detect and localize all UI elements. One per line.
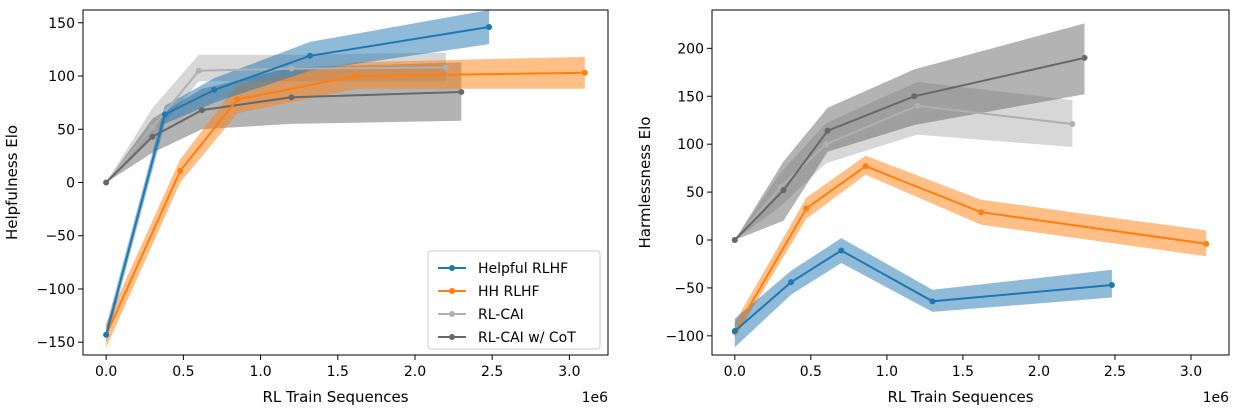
- data-point-rl-cai-w-cot: [198, 107, 205, 114]
- x-axis-offset-label: 1e6: [1203, 390, 1230, 406]
- y-tick-label: 150: [48, 16, 75, 32]
- data-point-hh-rlhf: [234, 96, 241, 103]
- legend-box: [427, 250, 601, 350]
- data-point-hh-rlhf: [862, 163, 869, 170]
- data-point-hh-rlhf: [353, 73, 360, 80]
- x-tick-label: 3.0: [558, 364, 580, 380]
- chart-panel-1: 0.0 0.5 1.0 1.5 2.0 2.5 3.0 −150 −100 −50 0 50 100 15…: [3, 9, 609, 406]
- data-point-helpful-rlhf: [161, 111, 168, 118]
- legend: Helpful RLHF HH RLHF RL-CAI RL-CAI w/ CoT: [427, 250, 601, 350]
- data-point-helpful-rlhf: [306, 52, 313, 59]
- y-tick-label: −150: [37, 335, 75, 351]
- data-point-hh-rlhf: [581, 69, 588, 76]
- data-point-helpful-rlhf: [788, 279, 795, 286]
- data-point-rl-cai: [1069, 121, 1076, 128]
- x-tick-label: 1.5: [327, 364, 349, 380]
- x-tick-label: 3.0: [1180, 364, 1202, 380]
- data-point-helpful-rlhf: [929, 298, 936, 305]
- x-tick-label: 0.0: [95, 364, 117, 380]
- legend-label-hh-rlhf: HH RLHF: [478, 284, 540, 300]
- axes-frame: [711, 9, 1230, 356]
- data-point-rl-cai-w-cot: [1081, 54, 1088, 61]
- y-axis-label: Harmlessness Elo: [636, 117, 654, 249]
- y-tick-label: −50: [45, 229, 75, 245]
- legend-label-helpful-rlhf: Helpful RLHF: [478, 261, 568, 277]
- y-tick-label: 50: [57, 122, 75, 138]
- data-point-rl-cai: [195, 67, 202, 74]
- legend-marker-rl-cai-w-cot: [449, 334, 455, 340]
- confidence-band-rl-cai: [734, 81, 1073, 241]
- data-point-rl-cai: [823, 141, 830, 148]
- x-tick-label: 2.5: [1104, 364, 1126, 380]
- data-point-rl-cai: [288, 65, 295, 72]
- x-tick-label: 1.0: [249, 364, 271, 380]
- y-tick-label: 100: [48, 69, 75, 85]
- y-tick-label: 0: [695, 233, 704, 249]
- data-point-hh-rlhf: [978, 209, 985, 216]
- y-tick-label: 100: [677, 137, 704, 153]
- y-tick-label: −100: [666, 329, 704, 345]
- data-point-hh-rlhf: [803, 205, 810, 212]
- data-point-rl-cai-w-cot: [288, 94, 295, 101]
- y-tick-label: 0: [66, 176, 75, 192]
- y-tick-label: −100: [37, 282, 75, 298]
- data-point-helpful-rlhf: [1108, 282, 1115, 289]
- data-point-hh-rlhf: [1203, 240, 1210, 247]
- data-point-hh-rlhf: [177, 167, 184, 174]
- x-tick-label: 2.0: [404, 364, 426, 380]
- y-tick-label: 150: [677, 89, 704, 105]
- data-point-helpful-rlhf: [838, 247, 845, 254]
- y-tick-label: −50: [674, 281, 704, 297]
- legend-label-rl-cai: RL-CAI: [478, 307, 524, 323]
- chart-panel-2: 0.0 0.5 1.0 1.5 2.0 2.5 3.0 −100 −50 0 50 100 150 200…: [636, 9, 1230, 406]
- x-axis-label: RL Train Sequences: [262, 388, 408, 406]
- data-point-rl-cai-w-cot: [458, 88, 465, 95]
- data-point-rl-cai-w-cot: [780, 187, 787, 194]
- data-point-rl-cai: [914, 102, 921, 109]
- data-point-helpful-rlhf: [103, 331, 110, 338]
- data-point-rl-cai-w-cot: [731, 237, 738, 243]
- data-point-rl-cai-w-cot: [911, 93, 918, 100]
- x-tick-label: 0.0: [724, 364, 746, 380]
- legend-label-rl-cai-w-cot: RL-CAI w/ CoT: [478, 330, 576, 346]
- data-point-rl-cai: [149, 124, 156, 131]
- x-tick-label: 2.0: [1028, 364, 1050, 380]
- data-point-rl-cai-w-cot: [824, 127, 831, 134]
- confidence-band-rl-cai: [106, 52, 446, 183]
- x-axis-label: RL Train Sequences: [887, 388, 1033, 406]
- data-point-helpful-rlhf: [486, 24, 493, 31]
- data-point-helpful-rlhf: [211, 86, 218, 93]
- legend-marker-hh-rlhf: [449, 288, 455, 294]
- data-point-helpful-rlhf: [731, 328, 738, 335]
- x-tick-label: 1.0: [876, 364, 898, 380]
- legend-marker-rl-cai: [449, 311, 455, 317]
- confidence-band-helpful-rlhf: [106, 10, 490, 343]
- x-tick-label: 0.5: [172, 364, 194, 380]
- x-tick-label: 1.5: [952, 364, 974, 380]
- confidence-band-rl-cai-w-cot: [106, 62, 462, 183]
- confidence-band-helpful-rlhf: [734, 238, 1112, 348]
- data-point-rl-cai-w-cot: [103, 179, 110, 186]
- legend-marker-helpful-rlhf: [449, 265, 455, 271]
- data-point-rl-cai-w-cot: [149, 133, 156, 140]
- data-point-rl-cai: [442, 64, 449, 71]
- confidence-band-hh-rlhf: [106, 56, 585, 348]
- y-tick-label: 200: [677, 41, 704, 57]
- x-tick-label: 2.5: [481, 364, 503, 380]
- y-tick-label: 50: [686, 185, 704, 201]
- x-tick-label: 0.5: [800, 364, 822, 380]
- x-axis-offset-label: 1e6: [582, 390, 609, 406]
- y-axis-label: Helpfulness Elo: [3, 125, 21, 240]
